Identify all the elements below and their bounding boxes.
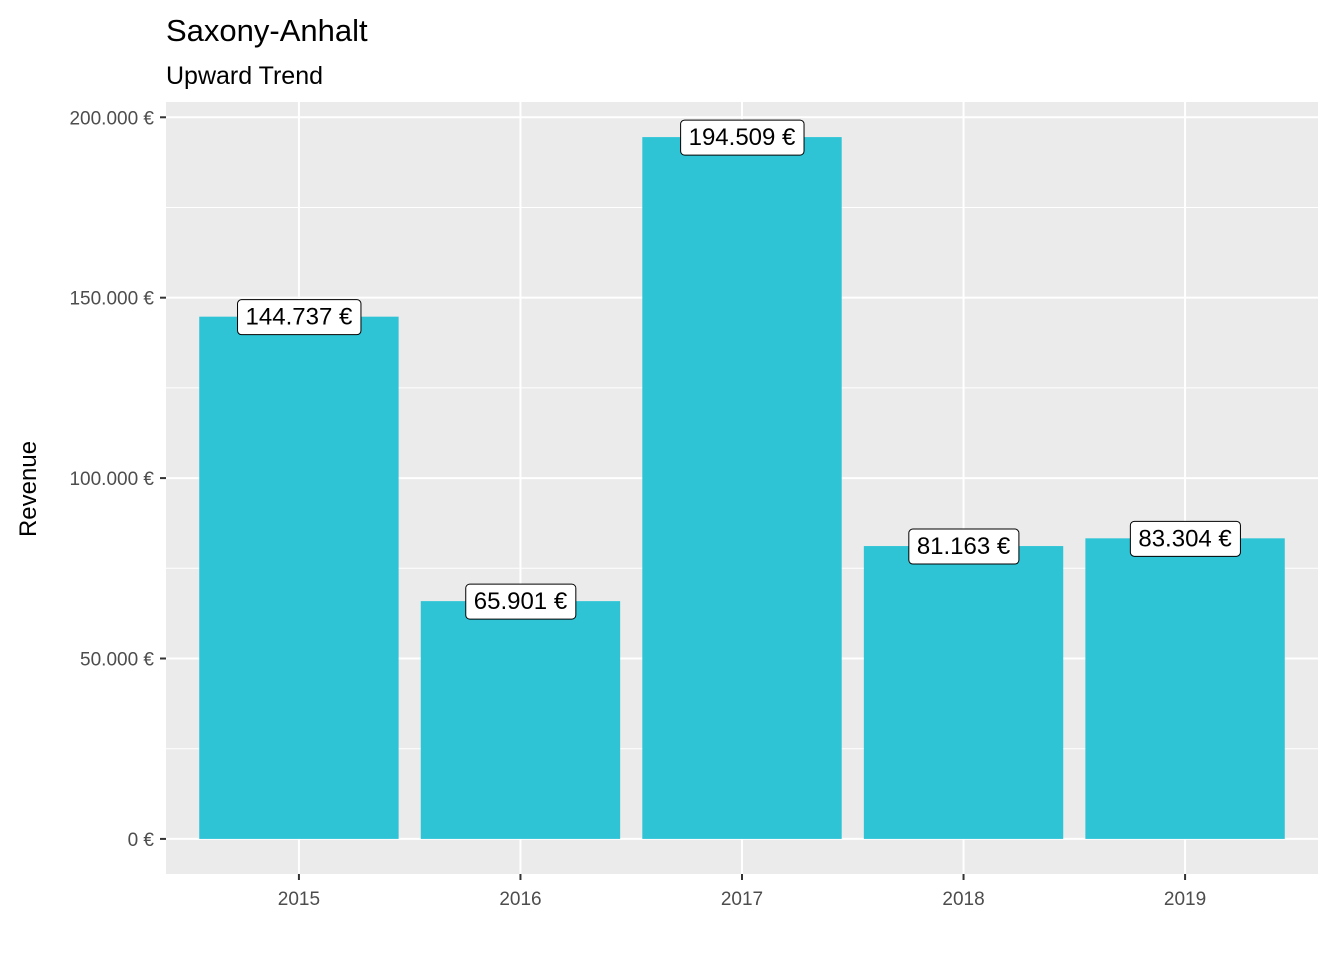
data-labels: 144.737 € 65.901 € 194.509 € 81.163 € 83.304…	[237, 119, 1241, 620]
data-label-text: 65.901 €	[474, 588, 568, 615]
x-tick-label: 2018	[942, 889, 984, 910]
x-tick-label: 2015	[278, 889, 320, 910]
data-label-box	[465, 583, 577, 620]
x-tick-label: 2016	[499, 889, 541, 910]
y-axis: 0 € 50.000 € 100.000 € 150.000 € 200.000 €	[69, 108, 166, 851]
bars	[199, 137, 1285, 839]
data-label-text: 81.163 €	[917, 533, 1011, 560]
data-label-2015: 144.737 €	[237, 299, 362, 336]
data-label-2016: 65.901 €	[465, 583, 577, 620]
y-tick-label: 0 €	[128, 830, 155, 851]
data-label-box	[680, 119, 805, 156]
x-axis: 2015 2016 2017 2018 2019	[278, 874, 1206, 910]
data-label-text: 194.509 €	[689, 124, 796, 151]
data-label-2018: 81.163 €	[908, 528, 1020, 565]
y-tick-label: 100.000 €	[69, 469, 154, 490]
y-tick-label: 50.000 €	[80, 650, 154, 671]
data-label-box	[1129, 520, 1241, 557]
bar-2016	[420, 601, 621, 839]
y-tick-label: 150.000 €	[69, 289, 154, 310]
data-label-2019: 83.304 €	[1129, 520, 1241, 557]
data-label-text: 83.304 €	[1138, 525, 1232, 552]
chart-title: Saxony-Anhalt	[166, 13, 368, 48]
y-tick-label: 200.000 €	[69, 108, 154, 129]
data-label-2017: 194.509 €	[680, 119, 805, 156]
x-tick-label: 2017	[721, 889, 763, 910]
bar-2017	[642, 137, 842, 839]
data-label-box	[237, 299, 362, 336]
y-axis-label: Revenue	[15, 441, 42, 537]
chart-subtitle: Upward Trend	[166, 62, 323, 90]
bar-2015	[199, 316, 399, 839]
bar-2018	[863, 546, 1064, 839]
data-label-box	[908, 528, 1020, 565]
data-label-text: 144.737 €	[246, 304, 353, 331]
bar-2019	[1085, 538, 1285, 839]
x-tick-label: 2019	[1164, 889, 1206, 910]
